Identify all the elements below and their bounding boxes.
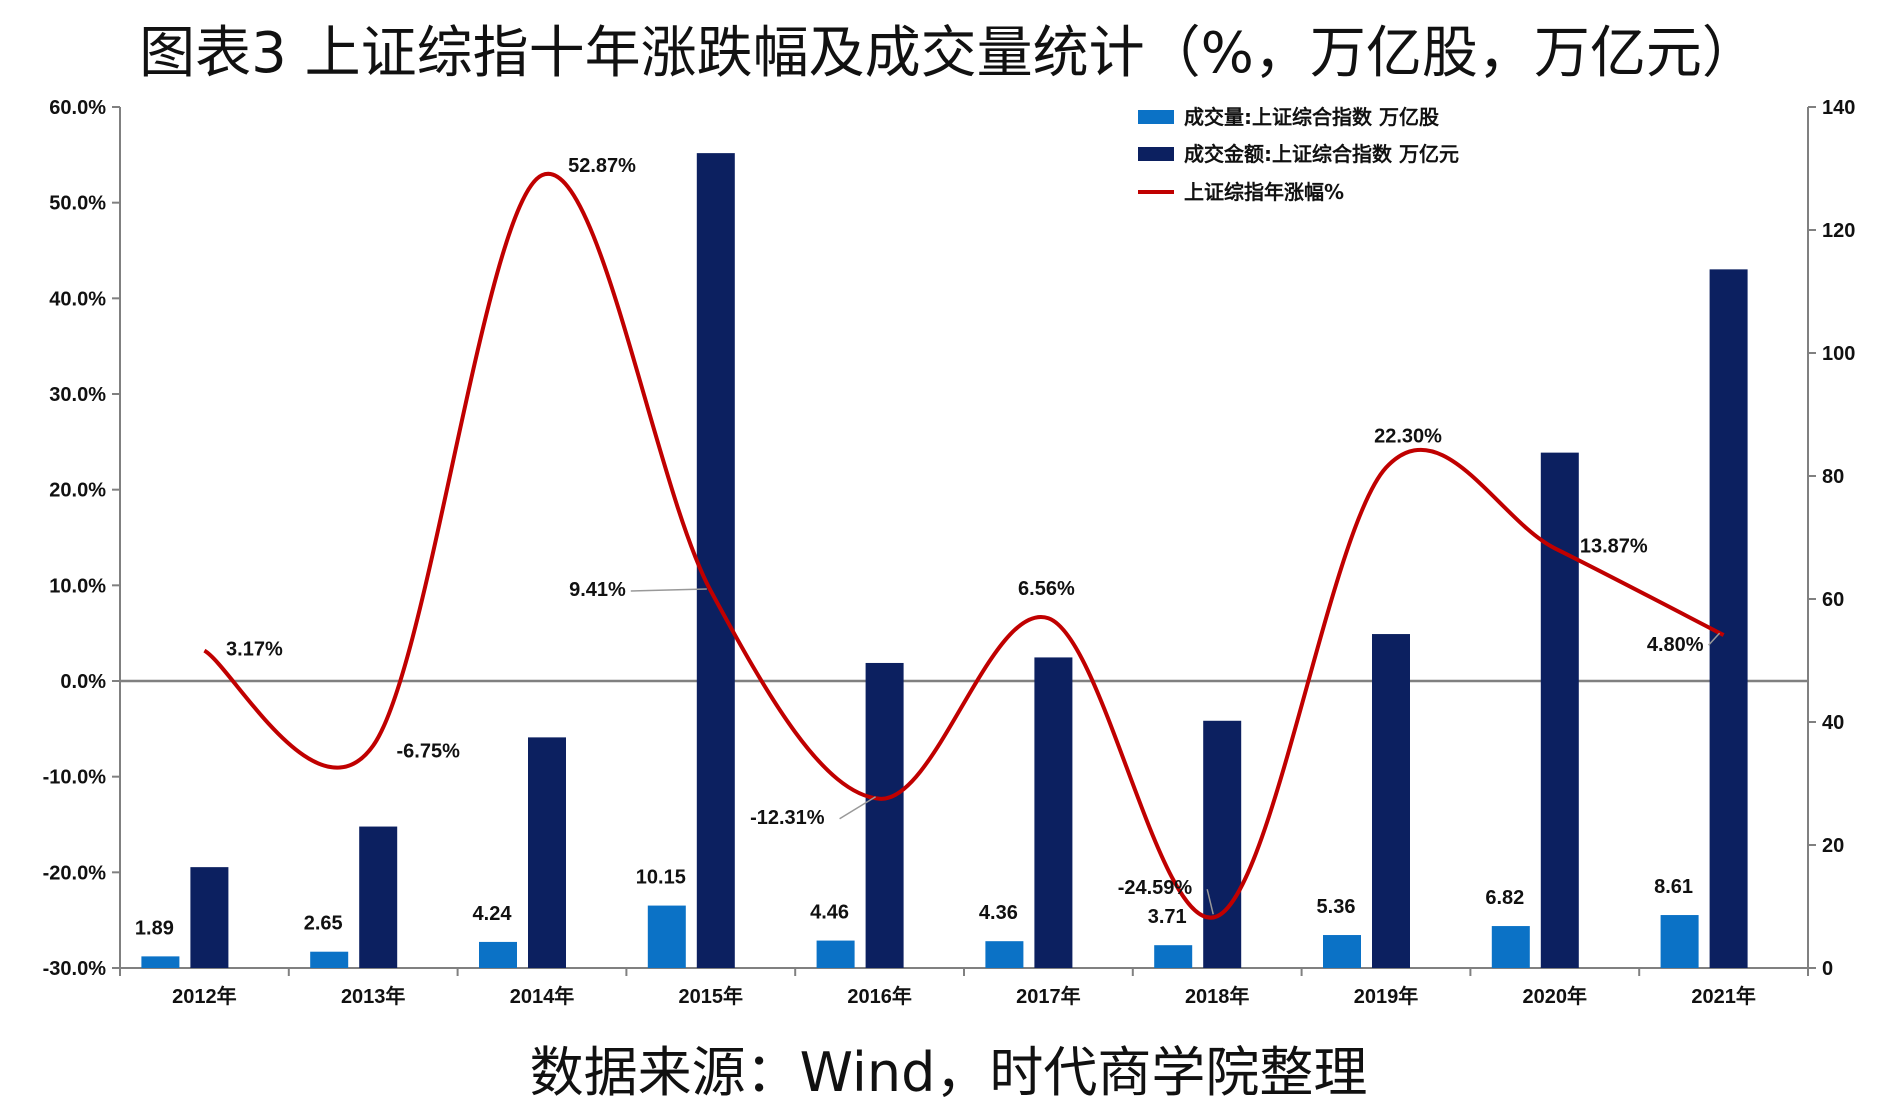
volume-data-label: 3.71 [1148,906,1187,928]
change-data-label: 6.56% [1018,578,1075,600]
turnover-bar [1372,634,1410,968]
right-tick-label: 100 [1822,343,1855,365]
left-tick-label: -10.0% [43,767,107,789]
left-tick-label: 10.0% [49,575,106,597]
category-label: 2019年 [1354,984,1419,1008]
category-label: 2018年 [1185,984,1250,1008]
left-tick-label: -30.0% [43,958,107,980]
bars-layer [141,153,1747,968]
line-layer [204,174,1723,918]
yearly-change-line [204,174,1723,918]
left-tick-label: 40.0% [49,288,106,310]
left-tick-label: 50.0% [49,193,106,215]
right-tick-label: 60 [1822,589,1844,611]
right-tick-label: 40 [1822,712,1844,734]
turnover-bar [697,153,735,968]
turnover-bar [1541,453,1579,968]
right-tick-label: 0 [1822,958,1833,980]
volume-data-label: 4.46 [810,902,849,924]
left-tick-label: 30.0% [49,384,106,406]
change-data-label: -6.75% [397,741,461,763]
category-label: 2014年 [510,984,575,1008]
volume-bar [141,956,179,968]
volume-data-label: 6.82 [1485,887,1524,909]
change-data-label: 9.41% [569,579,626,601]
legend-entry: 成交量:上证综合指数 万亿股 [1184,105,1439,129]
change-data-label: 4.80% [1647,634,1704,656]
category-label: 2013年 [341,984,406,1008]
left-tick-label: 60.0% [49,97,106,119]
volume-data-label: 10.15 [636,867,686,889]
data-labels-layer: 1.89 2.65 4.24 10.15 4.46 4.36 3.71 5.36 6.82 8.6… [135,155,1720,939]
category-label: 2021年 [1691,984,1756,1008]
volume-bar [648,906,686,968]
turnover-bar [190,867,228,968]
legend-volume-swatch [1138,110,1174,124]
volume-bar [1492,926,1530,968]
volume-data-label: 2.65 [304,913,343,935]
turnover-bar [1034,657,1072,968]
right-tick-label: 140 [1822,97,1855,119]
turnover-bar [359,827,397,968]
turnover-bar [1710,269,1748,968]
left-tick-label: -20.0% [43,862,107,884]
volume-bar [985,941,1023,968]
volume-bar [817,941,855,968]
change-data-label: 3.17% [226,639,283,661]
category-label: 2017年 [1016,984,1081,1008]
volume-bar [1323,935,1361,968]
category-label: 2020年 [1523,984,1588,1008]
volume-bar [310,952,348,968]
turnover-bar [866,663,904,968]
right-tick-label: 120 [1822,220,1855,242]
turnover-bar [528,737,566,968]
category-label: 2016年 [847,984,912,1008]
left-tick-label: 0.0% [60,671,106,693]
volume-bar [479,942,517,968]
volume-data-label: 8.61 [1654,876,1693,898]
turnover-bar [1203,721,1241,968]
category-label: 2015年 [679,984,744,1008]
left-tick-label: 20.0% [49,480,106,502]
change-data-label: -24.59% [1118,877,1193,899]
volume-data-label: 5.36 [1317,896,1356,918]
right-tick-label: 80 [1822,466,1844,488]
category-label: 2012年 [172,984,237,1008]
legend-entry: 上证综指年涨幅% [1184,180,1344,204]
volume-data-label: 1.89 [135,917,174,939]
volume-data-label: 4.24 [473,903,513,925]
right-tick-label: 20 [1822,835,1844,857]
legend-turnover-swatch [1138,147,1174,161]
volume-bar [1661,915,1699,968]
change-data-label: 52.87% [568,155,636,177]
change-data-label: 13.87% [1580,535,1648,557]
change-data-label: -12.31% [750,807,825,829]
volume-data-label: 4.36 [979,902,1018,924]
legend-entry: 成交金额:上证综合指数 万亿元 [1184,142,1459,166]
volume-bar [1154,945,1192,968]
source-note: 数据来源：Wind，时代商学院整理 [0,1028,1897,1107]
label-leader-line [631,589,707,591]
change-data-label: 22.30% [1374,426,1442,448]
